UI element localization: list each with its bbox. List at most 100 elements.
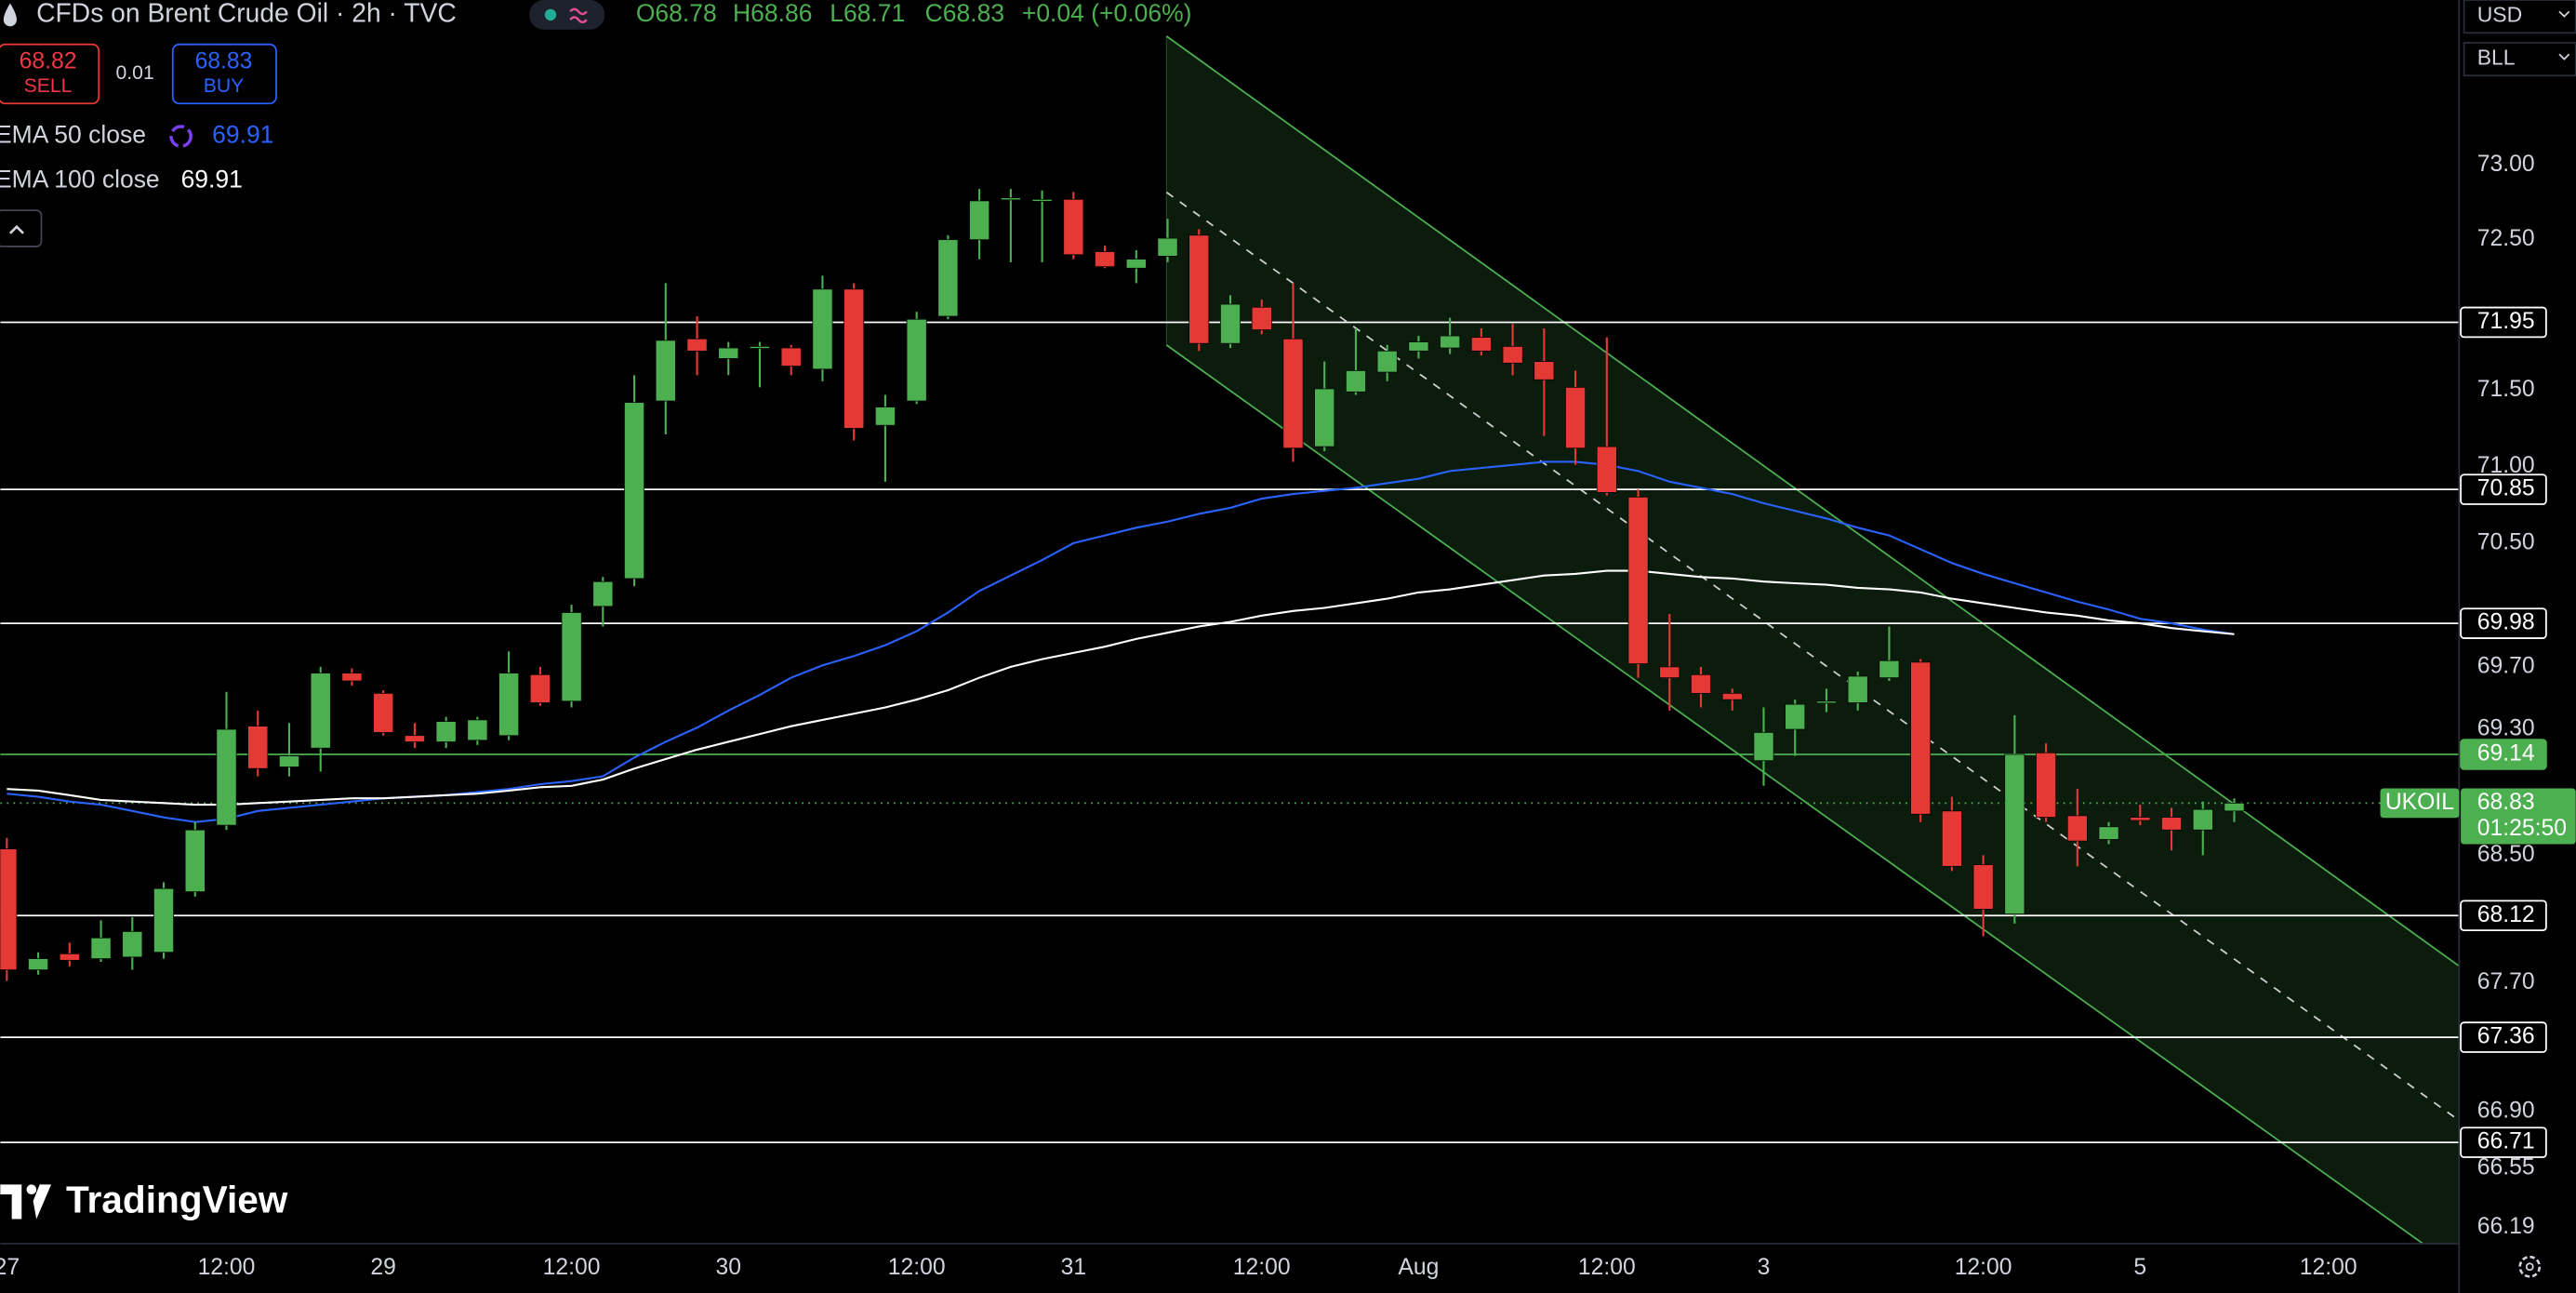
candle-body [2224, 803, 2245, 812]
candle-body [1972, 864, 1994, 910]
candle-body [467, 719, 488, 741]
ohlc-high: H68.86 [733, 0, 812, 27]
watermark-logo-dot [26, 1184, 37, 1195]
candle-body [1000, 197, 1021, 201]
x-tick-label: Aug [1398, 1255, 1439, 1280]
level-label: 67.36 [2477, 1024, 2535, 1049]
candle-body [1063, 198, 1084, 256]
watermark-logo [0, 1184, 52, 1220]
sell-label: SELL [24, 75, 73, 97]
x-tick-label: 31 [1061, 1255, 1086, 1280]
x-tick-label: 27 [0, 1255, 20, 1280]
candle-body [1721, 693, 1743, 700]
candle-body [1534, 361, 1555, 380]
symbol-title: CFDs on Brent Crude Oil · 2h · TVC [36, 0, 457, 27]
level-label-box [2460, 473, 2547, 505]
candle-body [561, 612, 582, 702]
level-label: 69.98 [2477, 610, 2535, 635]
candle-body [2066, 815, 2088, 842]
y-tick-label: 69.70 [2477, 653, 2535, 678]
candle-body [812, 288, 833, 370]
candle-body [2098, 826, 2119, 840]
y-tick-label: 71.50 [2477, 377, 2535, 402]
candle-body [750, 346, 770, 349]
status-pill[interactable] [529, 0, 605, 30]
ohlc-close: C68.83 [925, 0, 1004, 27]
candle-body [1125, 259, 1147, 269]
candle-body [1659, 666, 1680, 678]
candle-body [1502, 346, 1523, 364]
x-tick-label: 12:00 [1955, 1255, 2012, 1280]
x-tick-label: 29 [370, 1255, 396, 1280]
candle-body [937, 239, 959, 317]
candle-body [1910, 661, 1932, 815]
candle-body [1941, 810, 1962, 867]
y-tick-label: 66.55 [2477, 1155, 2535, 1180]
candle-body [1314, 388, 1335, 447]
x-tick-label: 12:00 [1578, 1255, 1636, 1280]
candle-body [28, 958, 49, 970]
indicator-value: 69.91 [212, 121, 273, 149]
spread: 0.01 [116, 62, 154, 84]
candle-body [1282, 338, 1304, 449]
market-open-dot [544, 8, 557, 21]
watermark: TradingView [66, 1179, 288, 1221]
settings-icon-core [2525, 1262, 2534, 1272]
candle-body [1816, 700, 1837, 704]
candle-body [1627, 496, 1649, 664]
candle-body [341, 673, 363, 682]
last-price-box [2461, 788, 2576, 845]
level-label-box [2460, 607, 2547, 639]
last-price: 68.83 [2477, 790, 2535, 815]
x-tick-label: 30 [716, 1255, 742, 1280]
candle-body [1188, 234, 1210, 344]
indicator-name: EMA 50 close [0, 121, 146, 149]
channel-mid [1165, 191, 2460, 1122]
candle-body [1565, 387, 1587, 449]
candle-body [0, 848, 18, 970]
candle-body [906, 318, 927, 402]
candle-body [216, 728, 237, 826]
candles [0, 189, 2245, 981]
candle-body [2192, 808, 2213, 831]
indicators [7, 460, 2235, 823]
candle-body [247, 726, 269, 769]
x-tick-label: 3 [1758, 1255, 1771, 1280]
candle-body [435, 721, 457, 742]
candle-body [498, 673, 520, 737]
candle-body [1220, 303, 1241, 344]
candle-body [59, 953, 80, 961]
y-tick-label: 73.00 [2477, 152, 2535, 177]
buy-button[interactable] [171, 43, 277, 105]
collapse-button[interactable] [0, 209, 43, 247]
candle-body [1879, 660, 1900, 678]
candle-body [2161, 817, 2182, 831]
level-label: 68.12 [2477, 902, 2535, 927]
candle-body [1095, 251, 1116, 268]
channel-lower [1165, 344, 2423, 1245]
candle-body [404, 735, 425, 742]
candle-body [1031, 198, 1053, 202]
sell-button[interactable] [0, 43, 100, 105]
candle-body [874, 407, 896, 426]
unit-select[interactable] [2463, 42, 2576, 77]
level-label-box [2460, 900, 2547, 932]
level-label-box [2460, 1126, 2547, 1158]
loading-icon [169, 125, 193, 148]
x-tick-label: 12:00 [1233, 1255, 1291, 1280]
settings-icon[interactable] [2518, 1255, 2542, 1278]
level-label: 71.95 [2477, 309, 2535, 334]
candle-body [624, 402, 645, 580]
candle-body [592, 580, 614, 607]
unit-chevron [2558, 53, 2570, 60]
level-label: 70.85 [2477, 476, 2535, 501]
unit: BLL [2477, 46, 2516, 70]
candle-body [1470, 337, 1492, 352]
candle-body [969, 200, 990, 241]
level-label-box [2460, 1021, 2547, 1053]
ohlc-low: L68.71 [830, 0, 905, 27]
candle-body [279, 755, 299, 767]
y-tick-label: 69.30 [2477, 716, 2535, 741]
candle-body [1596, 446, 1617, 493]
candle-body [843, 288, 865, 429]
